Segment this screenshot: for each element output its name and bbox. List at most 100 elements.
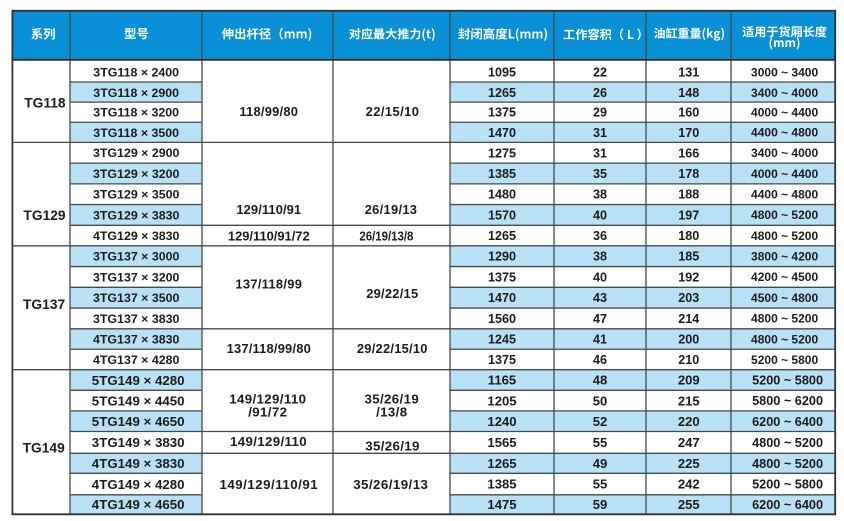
svg-text:4800 ~ 5200: 4800 ~ 5200 [751,208,818,222]
svg-text:1375: 1375 [488,270,516,284]
svg-text:178: 178 [678,167,699,181]
svg-text:43: 43 [593,291,607,305]
svg-text:200: 200 [678,333,699,347]
svg-text:49: 49 [593,456,608,471]
svg-text:26/19/13: 26/19/13 [365,202,418,217]
svg-text:22/15/10: 22/15/10 [366,104,420,119]
svg-text:29: 29 [593,106,607,120]
svg-text:5TG149 × 4450: 5TG149 × 4450 [92,393,185,408]
svg-text:3TG137 × 3500: 3TG137 × 3500 [93,291,180,305]
svg-text:118/99/80: 118/99/80 [239,104,298,119]
svg-text:5TG149 × 4650: 5TG149 × 4650 [92,414,185,429]
svg-text:148: 148 [678,86,699,100]
svg-text:5TG149 × 4280: 5TG149 × 4280 [92,373,185,388]
svg-text:35: 35 [593,167,607,181]
svg-text:5800 ~ 6200: 5800 ~ 6200 [752,394,823,408]
svg-text:38: 38 [593,250,607,264]
svg-text:149/129/110: 149/129/110 [230,434,307,449]
svg-text:4400 ~ 4800: 4400 ~ 4800 [751,126,818,140]
svg-text:4800 ~ 5200: 4800 ~ 5200 [752,457,823,471]
svg-text:47: 47 [593,312,607,326]
svg-text:50: 50 [593,393,608,408]
svg-text:137/118/99: 137/118/99 [235,277,302,292]
svg-text:3TG149 × 3830: 3TG149 × 3830 [92,435,185,450]
svg-text:1470: 1470 [488,291,516,305]
svg-text:3TG118 × 2400: 3TG118 × 2400 [93,66,179,80]
svg-text:4800 ~ 5200: 4800 ~ 5200 [752,436,823,450]
svg-text:29/22/15/10: 29/22/15/10 [357,341,428,356]
svg-text:220: 220 [678,414,700,429]
svg-text:3TG118 × 3500: 3TG118 × 3500 [93,126,179,140]
svg-text:1275: 1275 [488,146,516,160]
svg-text:3TG118 × 2900: 3TG118 × 2900 [93,86,179,100]
svg-text:1480: 1480 [488,188,516,202]
svg-text:3TG137 × 3000: 3TG137 × 3000 [93,250,180,264]
svg-text:3400 ~ 4000: 3400 ~ 4000 [751,86,818,100]
svg-text:129/110/91/72: 129/110/91/72 [228,228,310,243]
svg-text:5200 ~ 5800: 5200 ~ 5800 [752,374,823,388]
svg-text:3TG129 × 3500: 3TG129 × 3500 [93,188,180,202]
svg-text:180: 180 [678,229,699,243]
svg-text:1570: 1570 [488,208,516,222]
svg-text:1385: 1385 [487,477,516,492]
svg-text:TG129: TG129 [23,208,66,223]
svg-text:185: 185 [678,250,699,264]
svg-text:131: 131 [678,66,699,80]
svg-text:255: 255 [678,497,700,512]
svg-text:40: 40 [593,270,607,284]
svg-text:22: 22 [593,66,607,80]
svg-text:3800 ~ 4200: 3800 ~ 4200 [751,249,818,263]
svg-text:197: 197 [678,208,699,222]
svg-text:40: 40 [593,208,607,222]
svg-text:4TG129 × 3830: 4TG129 × 3830 [93,229,180,243]
svg-text:4TG149 × 3830: 4TG149 × 3830 [92,456,185,471]
svg-text:1470: 1470 [488,126,516,140]
svg-text:3TG137 × 3830: 3TG137 × 3830 [93,312,180,326]
svg-text:166: 166 [678,146,699,160]
svg-text:188: 188 [678,188,699,202]
svg-text:46: 46 [593,353,607,367]
svg-text:137/118/99/80: 137/118/99/80 [227,341,311,356]
svg-text:6200 ~ 6400: 6200 ~ 6400 [752,415,823,429]
svg-text:55: 55 [593,435,608,450]
svg-text:160: 160 [678,106,699,120]
svg-text:1560: 1560 [488,312,516,326]
svg-text:31: 31 [593,146,607,160]
svg-text:210: 210 [678,353,699,367]
svg-text:3TG137 × 3200: 3TG137 × 3200 [93,270,180,284]
svg-text:1375: 1375 [488,353,516,367]
svg-text:3400 ~ 4000: 3400 ~ 4000 [751,146,818,160]
svg-text:26/19/13/8: 26/19/13/8 [359,228,413,243]
svg-text:5200 ~ 5800: 5200 ~ 5800 [752,478,823,492]
svg-text:38: 38 [593,188,607,202]
svg-text:52: 52 [593,414,608,429]
svg-text:35/26/19: 35/26/19 [365,392,420,407]
svg-text:TG137: TG137 [23,297,66,312]
svg-text:4000 ~ 4400: 4000 ~ 4400 [751,106,818,120]
svg-text:35/26/19/13: 35/26/19/13 [353,477,428,492]
svg-text:242: 242 [678,477,700,492]
svg-text:/13/8: /13/8 [376,405,407,420]
svg-text:26: 26 [593,86,607,100]
svg-text:129/110/91: 129/110/91 [236,202,301,217]
svg-text:31: 31 [593,126,607,140]
svg-text:1565: 1565 [487,435,516,450]
svg-text:1475: 1475 [487,497,516,512]
svg-text:/91/72: /91/72 [248,405,287,420]
svg-text:4000 ~ 4400: 4000 ~ 4400 [751,167,818,181]
svg-text:1240: 1240 [487,414,516,429]
svg-text:1265: 1265 [488,229,516,243]
svg-text:215: 215 [678,393,700,408]
svg-text:4200 ~ 4500: 4200 ~ 4500 [751,270,818,284]
svg-text:1265: 1265 [487,456,516,471]
svg-text:1245: 1245 [488,333,516,347]
svg-text:TG118: TG118 [24,96,66,111]
svg-text:5200 ~ 5800: 5200 ~ 5800 [751,353,818,367]
svg-text:1265: 1265 [488,86,516,100]
svg-text:4TG137 × 4280: 4TG137 × 4280 [93,353,180,367]
svg-text:1375: 1375 [488,106,516,120]
svg-text:149/129/110/91: 149/129/110/91 [219,477,318,492]
svg-text:TG149: TG149 [23,441,66,456]
svg-text:3TG129 × 3830: 3TG129 × 3830 [93,208,180,222]
svg-text:4TG149 × 4280: 4TG149 × 4280 [92,477,185,492]
